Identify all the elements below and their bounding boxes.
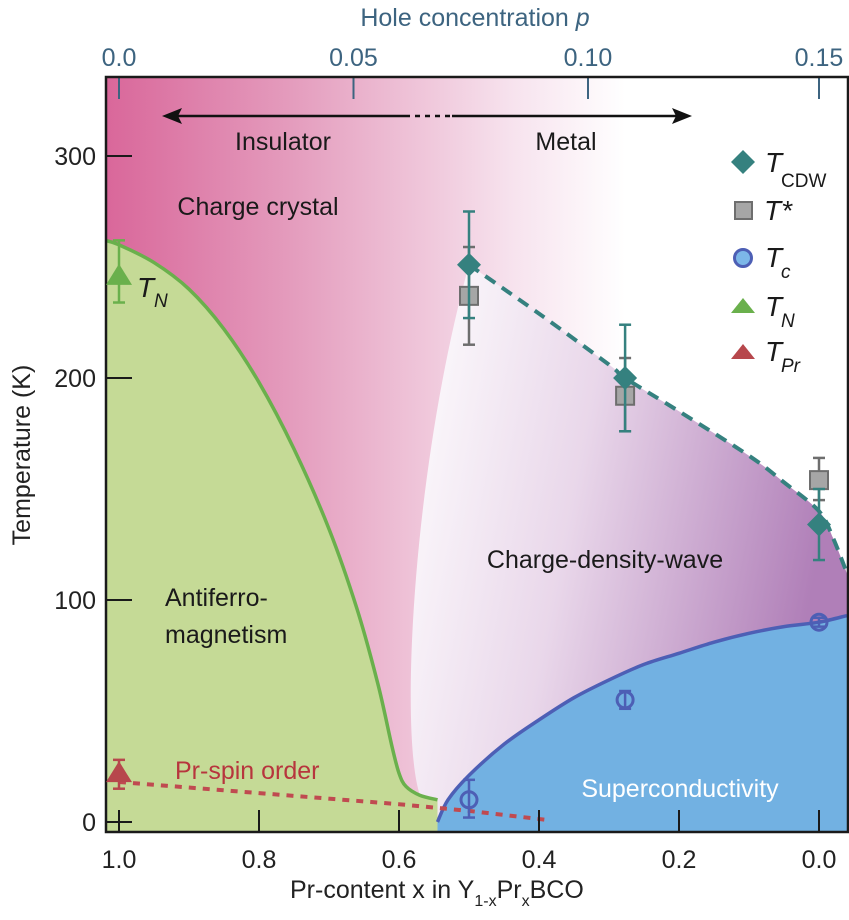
legend-label-tcdw: T [765,147,784,178]
x-tick-label: 1.0 [102,846,137,874]
arrow-left-icon [162,108,182,124]
charge-crystal-label: Charge crystal [177,193,338,221]
insulator-label: Insulator [235,128,331,156]
y-axis-title: Temperature (K) [8,365,36,546]
top-axis-title: Hole concentration p [360,4,589,32]
y-tick-label: 300 [54,143,96,171]
triangle-icon [731,298,755,313]
sc-region [437,615,848,832]
cdw-region [410,264,848,822]
x-tick-label: 0.8 [242,846,277,874]
tc-point [459,790,479,810]
x-tick-label: 0.2 [662,846,697,874]
y-tick-label: 0 [82,809,96,837]
tn-annotation-sub: N [154,291,168,312]
legend: T CDW T* T c T N T Pr [731,147,826,377]
sc-boundary [435,613,848,823]
data-marks [106,210,831,819]
square-icon [734,201,753,220]
legend-sub-tn: N [781,311,795,332]
top-tick-label: 0.05 [329,44,378,72]
y-tick-label: 200 [54,365,96,393]
x-tick-label: 0.6 [382,846,417,874]
legend-sub-tpr: Pr [781,356,801,377]
plot-frame [104,75,849,834]
diamond-icon [731,150,755,174]
x-tick-label: 0.4 [522,846,557,874]
pr-spin-dashed-line [118,780,547,822]
pr-spin-order-label: Pr-spin order [175,757,320,785]
circle-icon [733,248,753,268]
legend-sub-tc: c [781,262,791,283]
legend-label-tstar: T* [764,195,793,226]
tpr-point [106,761,132,783]
top-tick-label: 0.10 [564,44,613,72]
plot-area [106,77,848,832]
tn-annotation: T [137,272,156,303]
legend-item-tn: T N [731,291,795,332]
antiferro-label-line2: magnetism [165,621,287,649]
legend-item-tpr: T Pr [731,336,801,377]
tcdw-point [807,512,831,537]
tcdw-point [613,366,638,390]
cdw-label: Charge-density-wave [487,546,723,574]
axis-ticks: 1.0 0.8 0.6 0.4 0.2 0.0 0 100 200 300 0.0 0.05 0.10 0… [54,44,843,874]
tc-point [809,612,829,632]
insulator-metal-arrow [162,108,692,124]
top-tick-label: 0.0 [102,44,137,72]
tn-point [106,263,132,285]
afm-region [106,240,438,832]
tcdw-point [457,252,481,277]
legend-sub-tcdw: CDW [781,171,826,192]
superconductivity-label: Superconductivity [581,775,779,803]
legend-label-tn: T [765,291,784,322]
x-tick-label: 0.0 [802,846,837,874]
antiferro-label-line1: Antiferro- [165,584,268,612]
arrow-right-icon [672,108,692,124]
afm-boundary [106,238,438,802]
triangle-icon [731,344,755,359]
y-tick-label: 100 [54,587,96,615]
legend-item-tc: T c [733,242,791,283]
legend-item-tstar: T* [734,195,793,226]
legend-label-tc: T [765,242,784,273]
tc-point [615,690,635,710]
tstar-point [809,470,829,491]
x-axis-title: Pr-content x in Y1-xPrxBCO [290,876,584,910]
legend-item-tcdw: T CDW [731,147,826,192]
metal-label: Metal [535,128,596,156]
legend-label-tpr: T [765,336,784,367]
top-tick-label: 0.15 [795,44,844,72]
